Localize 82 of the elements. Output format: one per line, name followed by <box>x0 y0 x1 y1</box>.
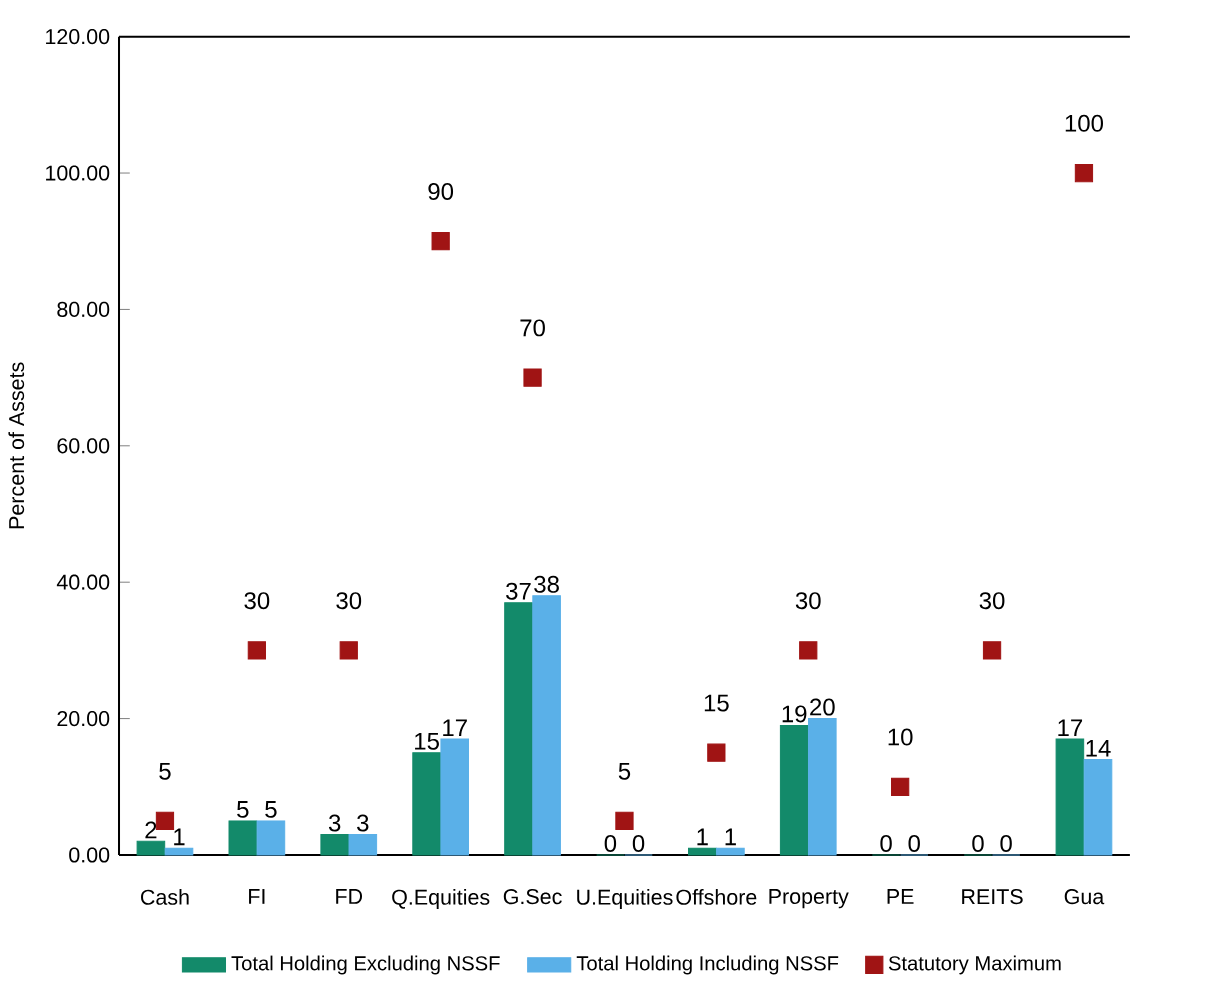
x-tick-label: Q.Equities <box>392 889 490 910</box>
point <box>891 777 910 796</box>
y-tick-label: 40.00 <box>56 574 110 590</box>
data-label: 3 <box>328 814 341 832</box>
bar <box>716 847 745 856</box>
data-label: 37 <box>506 582 531 600</box>
legend-label: Total Holding Including NSSF <box>576 955 839 975</box>
data-label: 30 <box>244 592 270 610</box>
point <box>339 641 358 660</box>
data-label: 1 <box>697 828 708 846</box>
y-tick-label: 0.00 <box>69 847 110 863</box>
bar <box>687 847 717 856</box>
y-tick-label: 120.00 <box>46 29 110 45</box>
y-axis-title: Percent of Assets <box>8 362 25 529</box>
bar <box>412 752 441 856</box>
bar <box>320 834 349 856</box>
point <box>523 368 542 387</box>
data-label: 5 <box>618 762 631 780</box>
bar <box>532 595 561 856</box>
point <box>707 743 726 762</box>
point <box>155 811 175 831</box>
bar <box>808 718 837 856</box>
data-label: 0 <box>632 835 645 853</box>
data-label: 14 <box>1086 740 1111 757</box>
data-label: 2 <box>145 821 157 839</box>
y-tick-label: 20.00 <box>57 711 110 727</box>
legend-label: Total Holding Excluding NSSF <box>231 955 500 975</box>
bar <box>164 847 194 856</box>
x-tick-label: Gua <box>1064 889 1105 905</box>
data-label: 0 <box>1000 835 1012 853</box>
data-label: 30 <box>979 592 1005 610</box>
bar <box>504 602 533 856</box>
data-label: 5 <box>237 801 249 818</box>
data-label: 38 <box>534 575 559 593</box>
bar <box>136 840 166 856</box>
y-tick-label: 100.00 <box>46 165 110 181</box>
data-label: 15 <box>704 694 729 712</box>
point <box>615 811 634 831</box>
x-tick-label: FI <box>249 889 265 904</box>
y-tick-label: 60.00 <box>57 438 110 454</box>
x-tick-label: U.Equities <box>577 889 673 910</box>
data-label: 20 <box>810 698 835 716</box>
point <box>799 641 818 660</box>
point <box>247 641 266 660</box>
x-tick-label: REITS <box>962 889 1023 905</box>
bar <box>1055 738 1085 856</box>
bar <box>256 820 286 856</box>
data-label: 1 <box>174 828 185 846</box>
point <box>431 232 450 251</box>
data-label: 70 <box>520 319 545 337</box>
point <box>982 641 1002 660</box>
data-label: 0 <box>972 835 984 853</box>
data-label: 17 <box>443 719 467 737</box>
bar <box>1083 759 1113 856</box>
x-tick-label: Cash <box>141 889 189 905</box>
y-tick-label: 80.00 <box>57 301 110 318</box>
x-tick-label: G.Sec <box>503 889 562 905</box>
data-label: 90 <box>428 183 454 201</box>
data-label: 0 <box>604 835 617 853</box>
data-label: 0 <box>880 835 892 853</box>
data-label: 19 <box>782 705 807 723</box>
data-label: 1 <box>725 828 736 846</box>
data-label: 17 <box>1058 719 1083 737</box>
data-label: 15 <box>415 732 439 750</box>
legend-label: Statutory Maximum <box>888 955 1061 975</box>
data-label: 10 <box>888 728 913 746</box>
point <box>1074 163 1094 183</box>
data-label: 30 <box>795 592 821 610</box>
data-label: 5 <box>159 762 171 780</box>
x-tick-label: PE <box>887 889 914 904</box>
x-tick-label: FD <box>336 889 363 904</box>
data-label: 0 <box>908 835 920 853</box>
data-label: 30 <box>336 592 362 610</box>
x-tick-label: Property <box>769 889 849 909</box>
bar <box>228 820 258 856</box>
x-tick-label: Offshore <box>676 889 757 905</box>
data-label: 3 <box>357 814 369 832</box>
bar <box>348 834 378 856</box>
bar <box>779 724 809 856</box>
bar <box>440 738 470 856</box>
data-label: 100 <box>1065 114 1104 132</box>
data-label: 5 <box>265 801 277 818</box>
